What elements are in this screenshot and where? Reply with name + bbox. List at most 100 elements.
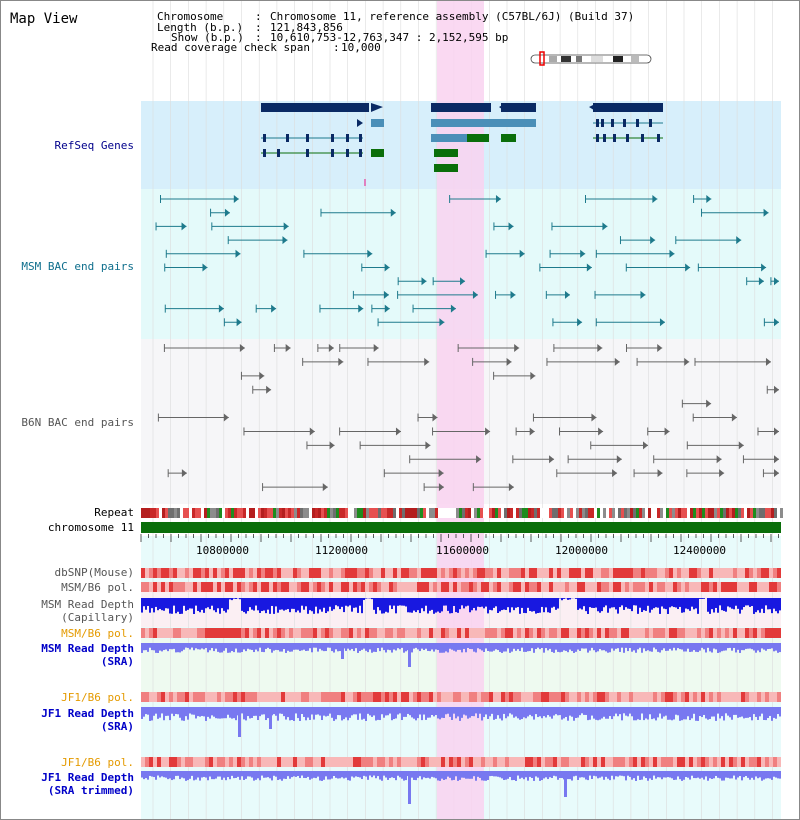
jf1-depth-sra-bar: [511, 707, 513, 715]
msm-depth-sra-bar: [351, 643, 353, 649]
track-label-msm-b6-pol-1: MSM/B6 pol.: [61, 581, 134, 594]
chromosome-label: Chromosome: [157, 10, 224, 23]
jf1-depth-sra-bar: [475, 707, 477, 714]
msm-depth-sra-bar: [349, 643, 351, 651]
jf1-b6-pol-heat: [661, 757, 665, 767]
jf1-depth-sra-bar: [535, 707, 537, 715]
jf1-b6-pol-heat: [737, 692, 741, 702]
dbsnp-heat: [513, 568, 517, 578]
msm-depth-capillary-bar: [543, 598, 545, 613]
dbsnp-heat: [445, 568, 449, 578]
jf1-b6-pol-heat: [349, 757, 353, 767]
jf1-depth-trim-bar: [677, 771, 679, 777]
msm-depth-capillary-bar: [321, 598, 323, 612]
dbsnp-heat: [165, 568, 169, 578]
msm-b6-pol-heat: [613, 582, 617, 592]
msm-depth-sra-bar: [193, 643, 195, 651]
jf1-depth-trim-bar: [465, 771, 467, 779]
msm-bac-pair-end: [282, 236, 288, 245]
jf1-b6-pol-heat: [493, 757, 497, 767]
dbsnp-heat: [765, 568, 769, 578]
msm-b6-pol-heat: [561, 628, 565, 638]
jf1-depth-trim-bar: [531, 771, 533, 778]
msm-b6-pol-heat: [345, 582, 349, 592]
msm-b6-pol-heat: [649, 628, 653, 638]
jf1-b6-pol-heat: [237, 757, 241, 767]
jf1-depth-sra-bar: [273, 707, 275, 715]
msm-depth-sra-bar: [613, 643, 615, 651]
repeat-segment: [672, 508, 675, 518]
jf1-b6-pol-heat: [201, 757, 205, 767]
jf1-depth-sra-bar: [641, 707, 643, 714]
msm-depth-capillary-bar: [529, 598, 531, 611]
jf1-b6-pol-heat: [593, 757, 597, 767]
jf1-b6-pol-heat: [289, 692, 293, 702]
jf1-b6-pol-heat: [497, 692, 501, 702]
msm-depth-sra-bar: [179, 643, 181, 653]
jf1-depth-trim-bar: [217, 771, 219, 777]
msm-depth-capillary-bar: [327, 598, 329, 612]
msm-b6-pol-heat: [425, 582, 429, 592]
jf1-b6-pol-heat: [473, 757, 477, 767]
jf1-b6-pol-heat: [261, 757, 265, 767]
msm-depth-capillary-bar: [729, 598, 731, 608]
jf1-depth-sra-bar: [363, 707, 365, 719]
dbsnp-heat: [521, 568, 525, 578]
jf1-depth-trim-bar: [325, 771, 327, 777]
msm-depth-sra-bar: [707, 643, 709, 648]
msm-depth-capillary-bar: [681, 598, 683, 613]
jf1-depth-sra-bar: [675, 707, 677, 715]
msm-depth-sra-bar: [733, 643, 735, 648]
repeat-segment: [450, 508, 453, 518]
msm-depth-sra-bar: [655, 643, 657, 650]
dbsnp-heat: [677, 568, 681, 578]
jf1-depth-trim-bar: [275, 771, 277, 777]
jf1-b6-pol-heat: [749, 692, 753, 702]
jf1-depth-trim-bar: [467, 771, 469, 779]
msm-b6-pol-heat: [537, 582, 541, 592]
gene-exon: [346, 149, 349, 157]
msm-depth-sra-bar: [281, 643, 283, 652]
msm-b6-pol-heat: [213, 582, 217, 592]
b6n-bac-pair-end: [438, 469, 444, 478]
b6n-bac-pair-end: [322, 483, 328, 492]
msm-depth-capillary-bar: [581, 598, 583, 610]
jf1-depth-trim-bar: [657, 771, 659, 778]
dbsnp-heat: [305, 568, 309, 578]
msm-depth-capillary-bar: [185, 598, 187, 611]
jf1-depth-trim-bar: [155, 771, 157, 780]
jf1-depth-sra-bar: [339, 707, 341, 716]
track-label-b6n-bac[interactable]: B6N BAC end pairs: [21, 416, 134, 429]
dbsnp-heat: [441, 568, 445, 578]
msm-depth-capillary-bar: [603, 598, 605, 608]
msm-depth-capillary-bar: [635, 598, 637, 606]
jf1-b6-pol-heat: [693, 757, 697, 767]
jf1-depth-trim-bar: [651, 771, 653, 780]
repeat-segment: [726, 508, 729, 518]
jf1-depth-sra-bar: [297, 707, 299, 719]
msm-depth-sra-bar: [683, 643, 685, 652]
msm-depth-sra-bar: [279, 643, 281, 652]
jf1-depth-trim-bar: [507, 771, 509, 779]
msm-depth-sra-bar: [475, 643, 477, 653]
msm-depth-capillary-bar: [453, 598, 455, 606]
jf1-b6-pol-heat: [625, 757, 629, 767]
jf1-depth-sra-bar: [771, 707, 773, 721]
msm-b6-pol-heat: [281, 628, 285, 638]
repeat-segment: [768, 508, 771, 518]
jf1-depth-sra-bar: [637, 707, 639, 720]
jf1-b6-pol-heat: [245, 757, 249, 767]
repeat-segment: [363, 508, 366, 518]
dbsnp-heat: [565, 568, 569, 578]
repeat-segment: [180, 508, 183, 518]
msm-depth-sra-bar: [393, 643, 395, 650]
track-label-refseq[interactable]: RefSeq Genes: [54, 139, 134, 152]
jf1-depth-trim-bar: [265, 771, 267, 778]
jf1-b6-pol-heat: [605, 692, 609, 702]
msm-b6-pol-heat: [525, 628, 529, 638]
msm-depth-capillary-bar: [455, 598, 457, 613]
track-label-msm-bac[interactable]: MSM BAC end pairs: [21, 260, 134, 273]
jf1-depth-sra-bar: [393, 707, 395, 720]
b6n-bac-pair-end: [657, 469, 663, 478]
